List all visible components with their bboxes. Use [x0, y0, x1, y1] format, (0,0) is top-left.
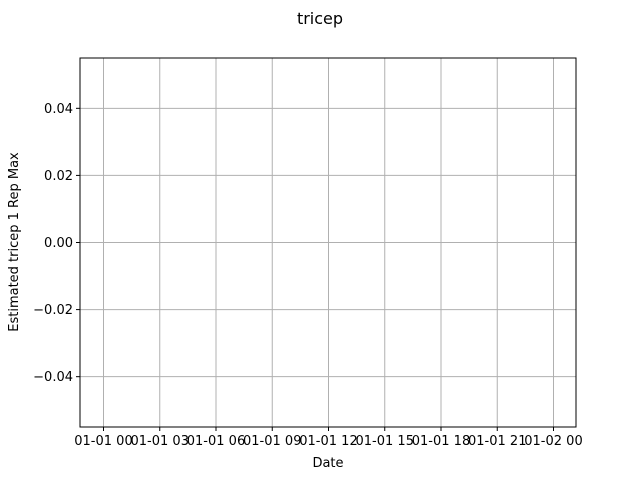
x-tick-label: 01-01 09	[243, 434, 301, 449]
x-tick-label: 01-01 03	[131, 434, 189, 449]
grid	[80, 58, 576, 427]
y-ticks: 0.04 0.02 0.00 −0.02 −0.04	[33, 102, 80, 385]
x-tick-label: 01-01 00	[74, 434, 132, 449]
x-tick-label: 01-01 06	[187, 434, 245, 449]
chart-title: tricep	[297, 9, 343, 28]
y-tick-label: 0.00	[44, 236, 73, 251]
y-tick-label: 0.02	[44, 169, 73, 184]
y-axis-label: Estimated tricep 1 Rep Max	[7, 152, 22, 332]
y-tick-label: −0.02	[33, 303, 73, 318]
y-tick-label: −0.04	[33, 370, 73, 385]
x-tick-label: 01-01 15	[356, 434, 414, 449]
x-tick-label: 01-01 18	[412, 434, 470, 449]
x-tick-label: 01-02 00	[524, 434, 582, 449]
x-tick-label: 01-01 21	[468, 434, 526, 449]
y-tick-label: 0.04	[44, 102, 73, 117]
x-axis-label: Date	[312, 456, 343, 471]
x-tick-label: 01-01 12	[299, 434, 357, 449]
